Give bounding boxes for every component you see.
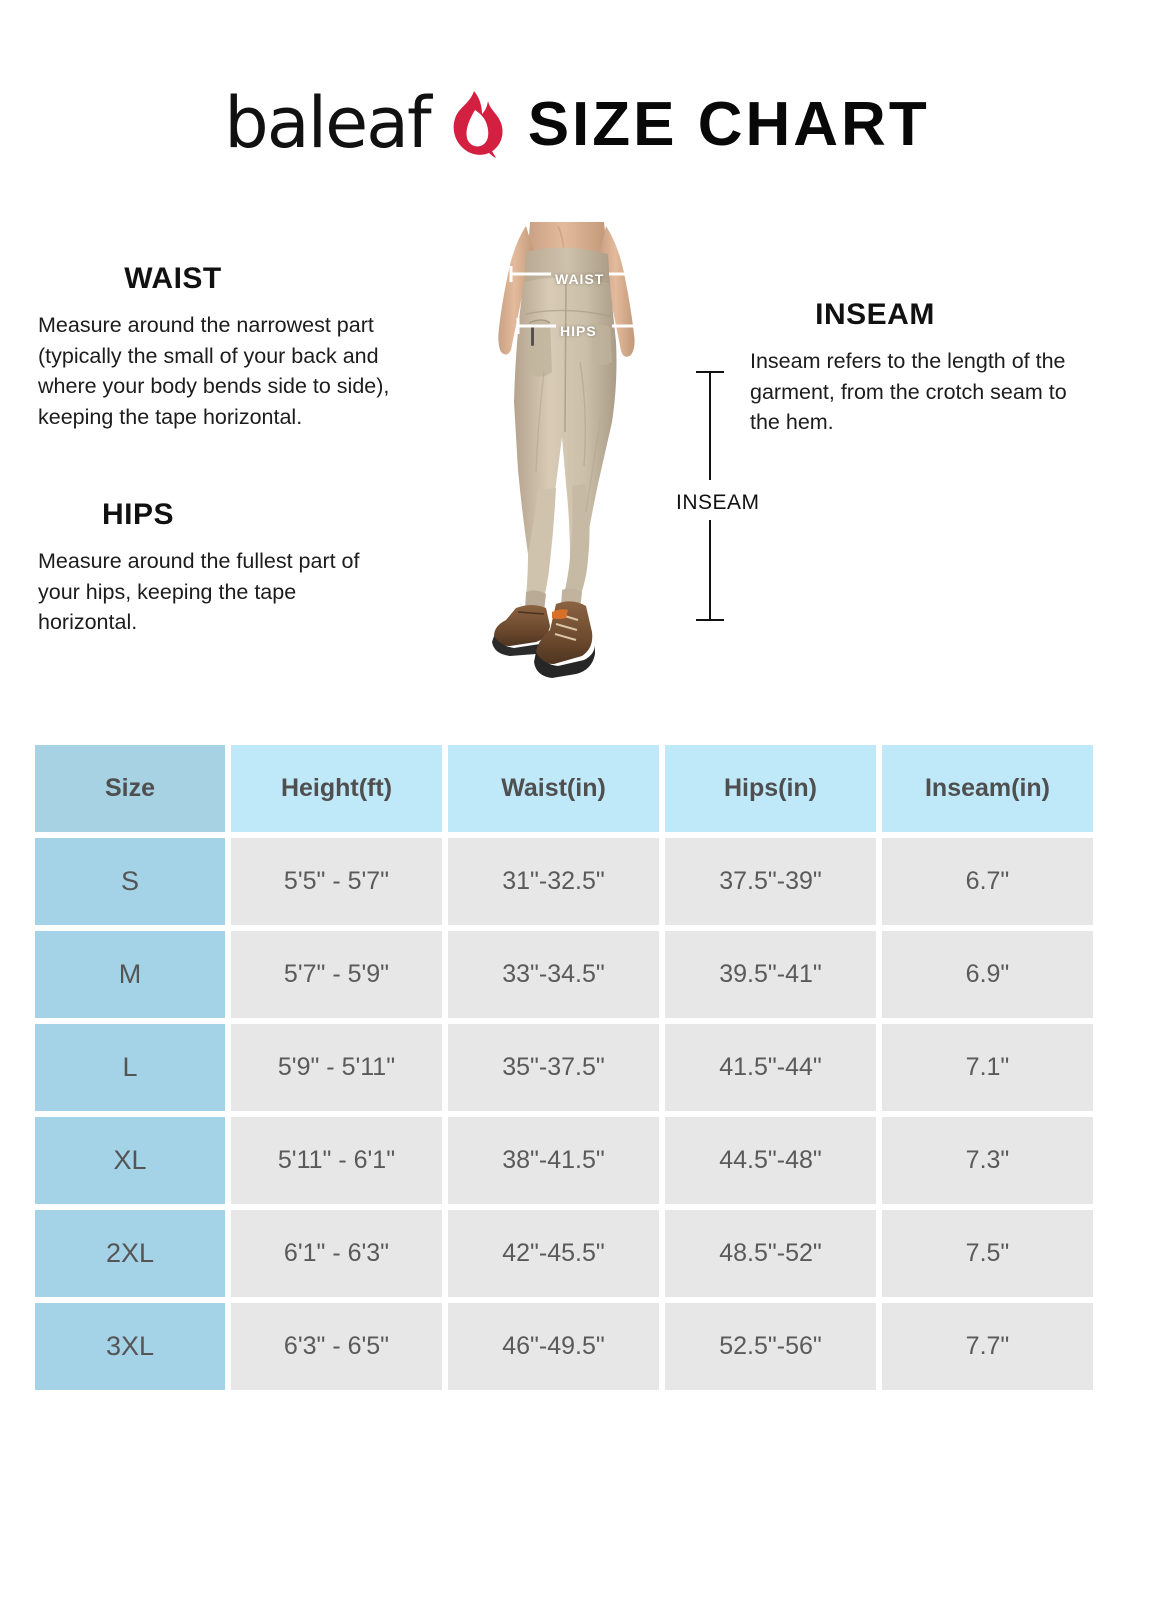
cell-size: XL [35, 1117, 225, 1204]
cell-size: 2XL [35, 1210, 225, 1297]
column-header-height: Height(ft) [231, 745, 442, 832]
column-header-size: Size [35, 745, 225, 832]
hips-overlay-label: HIPS [560, 323, 597, 339]
cell-waist: 42"-45.5" [448, 1210, 659, 1297]
cell-size: M [35, 931, 225, 1018]
cell-inseam: 7.5" [882, 1210, 1093, 1297]
cell-height: 6'3" - 6'5" [231, 1303, 442, 1390]
cell-inseam: 7.3" [882, 1117, 1093, 1204]
model-photo [452, 222, 682, 692]
cell-inseam: 7.1" [882, 1024, 1093, 1111]
column-header-waist: Waist(in) [448, 745, 659, 832]
cell-height: 5'11" - 6'1" [231, 1117, 442, 1204]
cell-hips: 48.5"-52" [665, 1210, 876, 1297]
cell-waist: 33"-34.5" [448, 931, 659, 1018]
flame-leaf-icon [444, 89, 510, 161]
cell-waist: 38"-41.5" [448, 1117, 659, 1204]
table-row: S 5'5" - 5'7" 31"-32.5" 37.5"-39" 6.7" [35, 838, 1120, 925]
cell-waist: 31"-32.5" [448, 838, 659, 925]
waist-measure-line [509, 266, 651, 282]
cell-inseam: 7.7" [882, 1303, 1093, 1390]
inseam-description: Inseam refers to the length of the garme… [750, 349, 1067, 435]
inseam-bracket-label: INSEAM [672, 489, 764, 517]
page-header: baleaf SIZE CHART [0, 82, 1154, 168]
table-row: L 5'9" - 5'11" 35"-37.5" 41.5"-44" 7.1" [35, 1024, 1120, 1111]
table-row: 3XL 6'3" - 6'5" 46"-49.5" 52.5"-56" 7.7" [35, 1303, 1120, 1390]
cell-hips: 39.5"-41" [665, 931, 876, 1018]
hips-heading: HIPS [101, 498, 175, 531]
cell-hips: 44.5"-48" [665, 1117, 876, 1204]
waist-heading: WAIST [124, 262, 222, 295]
waist-description: Measure around the narrowest part (typic… [38, 313, 390, 429]
page-title: SIZE CHART [527, 90, 930, 159]
hips-description-block: HIPS Measure around the fullest part of … [38, 498, 368, 638]
cell-height: 5'5" - 5'7" [231, 838, 442, 925]
cell-waist: 46"-49.5" [448, 1303, 659, 1390]
cell-hips: 37.5"-39" [665, 838, 876, 925]
size-chart-table: Size Height(ft) Waist(in) Hips(in) Insea… [35, 745, 1120, 1396]
cell-inseam: 6.7" [882, 838, 1093, 925]
table-header-row: Size Height(ft) Waist(in) Hips(in) Insea… [35, 745, 1120, 832]
hips-description: Measure around the fullest part of your … [38, 549, 360, 635]
cell-size: S [35, 838, 225, 925]
cell-size: 3XL [35, 1303, 225, 1390]
brand-wordmark: baleaf [224, 82, 431, 164]
table-row: 2XL 6'1" - 6'3" 42"-45.5" 48.5"-52" 7.5" [35, 1210, 1120, 1297]
waist-description-block: WAIST Measure around the narrowest part … [38, 262, 438, 432]
column-header-hips: Hips(in) [665, 745, 876, 832]
cell-hips: 41.5"-44" [665, 1024, 876, 1111]
inseam-heading: INSEAM [815, 298, 935, 331]
inseam-description-block: INSEAM Inseam refers to the length of th… [750, 298, 1090, 438]
cell-inseam: 6.9" [882, 931, 1093, 1018]
column-header-inseam: Inseam(in) [882, 745, 1093, 832]
cell-hips: 52.5"-56" [665, 1303, 876, 1390]
cell-waist: 35"-37.5" [448, 1024, 659, 1111]
cell-height: 5'7" - 5'9" [231, 931, 442, 1018]
waist-overlay-label: WAIST [555, 271, 605, 287]
cell-height: 5'9" - 5'11" [231, 1024, 442, 1111]
cell-height: 6'1" - 6'3" [231, 1210, 442, 1297]
table-row: XL 5'11" - 6'1" 38"-41.5" 44.5"-48" 7.3" [35, 1117, 1120, 1204]
cell-size: L [35, 1024, 225, 1111]
table-row: M 5'7" - 5'9" 33"-34.5" 39.5"-41" 6.9" [35, 931, 1120, 1018]
inseam-measure-bracket [690, 370, 730, 622]
hips-measure-line [516, 318, 660, 334]
